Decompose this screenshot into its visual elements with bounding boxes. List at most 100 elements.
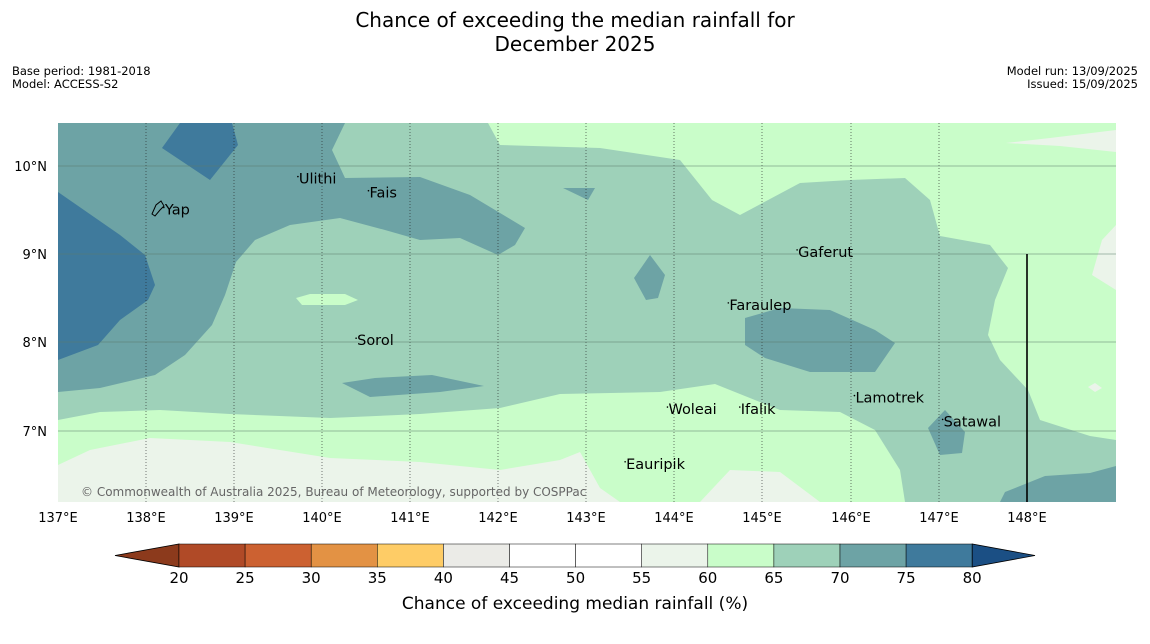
lon-tick: 139°E xyxy=(214,511,254,526)
colorbar-segment xyxy=(707,543,775,568)
contour-70-75-strip xyxy=(342,375,484,397)
contour-70-75-southeast xyxy=(1000,466,1116,502)
rainfall-contours xyxy=(58,123,1116,502)
colorbar-segment xyxy=(839,543,907,568)
place-labels: Yap Ulithi Fais Gaferut Faraulep Sorol Lamotre… xyxy=(163,172,1001,473)
lat-tick: 9°N xyxy=(23,248,48,263)
yap-island xyxy=(151,200,165,217)
colorbar-tick-label: 55 xyxy=(632,569,651,587)
lon-tick: 147°E xyxy=(919,511,959,526)
colorbar-tick-label: 75 xyxy=(897,569,916,587)
island-marker xyxy=(666,406,669,408)
contour-70-75-center xyxy=(745,308,895,372)
island-marker xyxy=(796,249,798,251)
island-marker xyxy=(297,175,299,178)
lon-tick: 142°E xyxy=(478,511,518,526)
title-line-2: December 2025 xyxy=(494,32,656,56)
colorbar-segment xyxy=(905,543,973,568)
issued-date: Issued: 15/09/2025 xyxy=(1027,77,1138,91)
colorbar-tick-label: 20 xyxy=(169,569,188,587)
lat-tick: 7°N xyxy=(23,425,48,440)
place-label-sorol: Sorol xyxy=(357,333,394,349)
colorbar-segment xyxy=(575,543,642,568)
lon-tick: 146°E xyxy=(831,511,871,526)
colorbar-tick-label: 60 xyxy=(698,569,717,587)
lat-tick: 10°N xyxy=(14,160,47,175)
island-marker xyxy=(941,418,944,421)
island-marker xyxy=(355,337,357,339)
longitude-ticks: 137°E 138°E 139°E 140°E 141°E 142°E 143°… xyxy=(38,511,1047,526)
colorbar-ticks: 20 25 30 35 40 45 50 55 60 65 70 75 80 xyxy=(169,569,981,587)
model-run: Model run: 13/09/2025 xyxy=(1006,64,1138,78)
lat-tick: 8°N xyxy=(23,336,48,351)
place-label-ifalik: Ifalik xyxy=(741,402,776,418)
contour-60-65-north xyxy=(488,123,1116,440)
place-label-eauripik: Eauripik xyxy=(626,457,685,473)
contour-75-80-west xyxy=(58,192,155,360)
lon-tick: 141°E xyxy=(390,511,430,526)
contour-70-75-west xyxy=(58,123,525,392)
place-label-yap: Yap xyxy=(164,203,190,219)
title-line-1: Chance of exceeding the median rainfall … xyxy=(355,8,795,32)
colorbar-tick-label: 30 xyxy=(302,569,321,587)
contour-60-65-patch xyxy=(296,294,358,305)
map-title: Chance of exceeding the median rainfall … xyxy=(0,8,1150,56)
contour-55-60-east xyxy=(1092,225,1116,290)
island-marker xyxy=(738,406,741,408)
colorbar-extend-low xyxy=(114,543,180,568)
lon-tick: 140°E xyxy=(302,511,342,526)
meridian-gridlines xyxy=(145,123,940,502)
latitude-ticks: 10°N 9°N 8°N 7°N xyxy=(14,160,47,440)
lon-tick: 143°E xyxy=(566,511,606,526)
colorbar-tick-label: 35 xyxy=(368,569,387,587)
contour-55-60-dot xyxy=(1088,383,1102,392)
lon-tick: 148°E xyxy=(1007,511,1047,526)
colorbar-segment xyxy=(377,543,444,568)
colorbar-tick-label: 45 xyxy=(500,569,519,587)
place-label-gaferut: Gaferut xyxy=(798,245,853,261)
base-period: Base period: 1981-2018 xyxy=(12,64,151,78)
lon-tick: 138°E xyxy=(126,511,166,526)
contour-55-60-south xyxy=(58,438,620,502)
contour-70-75-patch xyxy=(634,255,665,300)
contour-55-60-ne xyxy=(1006,130,1116,152)
place-label-faraulep: Faraulep xyxy=(729,298,791,314)
colorbar-segment xyxy=(310,543,378,568)
place-label-ulithi: Ulithi xyxy=(299,172,337,188)
colorbar-segment xyxy=(443,543,510,568)
contour-55-60-small xyxy=(700,470,820,502)
colorbar-tick-label: 25 xyxy=(236,569,255,587)
colorbar xyxy=(114,543,1036,568)
place-label-woleai: Woleai xyxy=(668,402,716,418)
colorbar-tick-label: 50 xyxy=(566,569,585,587)
model-name: Model: ACCESS-S2 xyxy=(12,77,119,91)
island-marker xyxy=(624,461,626,463)
contour-70-75-small xyxy=(563,188,595,200)
colorbar-tick-label: 40 xyxy=(434,569,453,587)
meta-left: Base period: 1981-2018 Model: ACCESS-S2 xyxy=(12,65,151,91)
lon-tick: 145°E xyxy=(742,511,782,526)
colorbar-extend-high xyxy=(971,543,1036,568)
island-marker xyxy=(853,394,856,397)
colorbar-label: Chance of exceeding median rainfall (%) xyxy=(401,594,749,614)
colorbar-segment xyxy=(244,543,312,568)
colorbar-segment xyxy=(773,543,841,568)
lon-tick: 144°E xyxy=(654,511,694,526)
place-label-fais: Fais xyxy=(369,186,396,202)
meta-right: Model run: 13/09/2025 Issued: 15/09/2025 xyxy=(1007,65,1138,91)
colorbar-tick-label: 80 xyxy=(963,569,982,587)
island-marker xyxy=(163,206,165,209)
island-marker xyxy=(727,302,730,304)
lon-tick: 137°E xyxy=(38,511,78,526)
place-label-lamotrek: Lamotrek xyxy=(855,391,924,407)
colorbar-segment xyxy=(178,543,246,568)
copyright-text: © Commonwealth of Australia 2025, Bureau… xyxy=(81,485,586,499)
parallel-gridlines xyxy=(58,165,1116,432)
colorbar-segment xyxy=(509,543,576,568)
place-label-satawal: Satawal xyxy=(944,414,1001,430)
contour-70-75-satawal xyxy=(928,410,965,455)
colorbar-tick-label: 70 xyxy=(830,569,849,587)
colorbar-segment xyxy=(641,543,709,568)
island-marker xyxy=(367,189,370,192)
